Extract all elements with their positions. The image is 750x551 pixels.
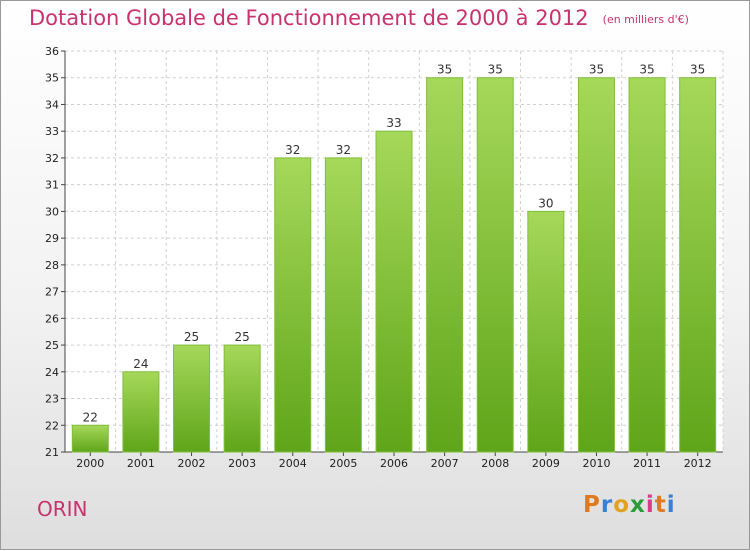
x-tick-label: 2008 (481, 457, 509, 470)
y-tick-label: 34 (45, 98, 59, 111)
logo-letter: P (583, 492, 601, 518)
chart-title-text: Dotation Globale de Fonctionnement de 20… (29, 6, 589, 30)
y-tick-label: 22 (45, 419, 59, 432)
y-tick-label: 32 (45, 152, 59, 165)
axes: 21 22 23 24 25 26 27 28 29 30 31 32 33 34 35 36 2000 2001… (45, 45, 723, 470)
y-tick-label: 25 (45, 339, 59, 352)
bar (679, 77, 717, 453)
bar-value-label: 32 (285, 143, 300, 157)
bar (324, 157, 362, 453)
x-tick-label: 2006 (380, 457, 408, 470)
x-tick-label: 2000 (76, 457, 104, 470)
x-tick-label: 2012 (684, 457, 712, 470)
bar-value-label: 33 (386, 116, 401, 130)
logo-letter: x (630, 492, 646, 518)
bar (71, 424, 109, 453)
y-tick-label: 23 (45, 393, 59, 406)
bar-value-label: 22 (83, 410, 98, 424)
x-tick-label: 2004 (279, 457, 307, 470)
bar-value-label: 35 (690, 63, 705, 77)
bar-value-label: 25 (235, 330, 250, 344)
chart-unit: (en milliers d'€) (602, 13, 689, 26)
logo-letter: i (645, 492, 655, 518)
logo-letter: o (613, 492, 631, 518)
chart-title: Dotation Globale de Fonctionnement de 20… (29, 6, 689, 30)
bar-value-label: 24 (133, 357, 148, 371)
bar (173, 344, 211, 453)
bar-value-label: 30 (538, 196, 553, 210)
y-tick-label: 31 (45, 179, 59, 192)
y-tick-label: 33 (45, 125, 59, 138)
bar (274, 157, 312, 453)
bar (476, 77, 514, 453)
bar (375, 130, 413, 453)
bar (628, 77, 666, 453)
y-tick-label: 21 (45, 446, 59, 459)
proxiti-logo: Proxiti (583, 492, 676, 518)
y-tick-label: 29 (45, 232, 59, 245)
x-tick-label: 2005 (329, 457, 357, 470)
y-tick-label: 30 (45, 205, 59, 218)
logo-letter: t (654, 492, 667, 518)
y-tick-label: 27 (45, 286, 59, 299)
x-tick-label: 2011 (633, 457, 661, 470)
x-tick-label: 2007 (431, 457, 459, 470)
bar-value-label: 35 (589, 63, 604, 77)
bar (122, 371, 160, 453)
logo-letter: i (666, 492, 676, 518)
commune-name: ORIN (37, 497, 88, 521)
logo-letter: r (600, 492, 614, 518)
bar-value-label: 35 (639, 63, 654, 77)
bar (527, 210, 565, 453)
x-tick-label: 2002 (178, 457, 206, 470)
bar-value-label: 35 (488, 63, 503, 77)
bar (223, 344, 261, 453)
bar-value-label: 35 (437, 63, 452, 77)
y-tick-label: 26 (45, 312, 59, 325)
x-tick-label: 2001 (127, 457, 155, 470)
y-tick-label: 28 (45, 259, 59, 272)
bar (426, 77, 464, 453)
x-tick-label: 2010 (582, 457, 610, 470)
x-tick-label: 2003 (228, 457, 256, 470)
data-labels: 22 24 25 25 32 32 33 35 35 30 35 35 35 (83, 63, 706, 425)
y-tick-label: 35 (45, 72, 59, 85)
bars (71, 77, 717, 453)
bar (577, 77, 615, 453)
bar-value-label: 32 (336, 143, 351, 157)
x-tick-label: 2009 (532, 457, 560, 470)
bar-value-label: 25 (184, 330, 199, 344)
y-tick-label: 24 (45, 366, 59, 379)
y-tick-label: 36 (45, 45, 59, 58)
